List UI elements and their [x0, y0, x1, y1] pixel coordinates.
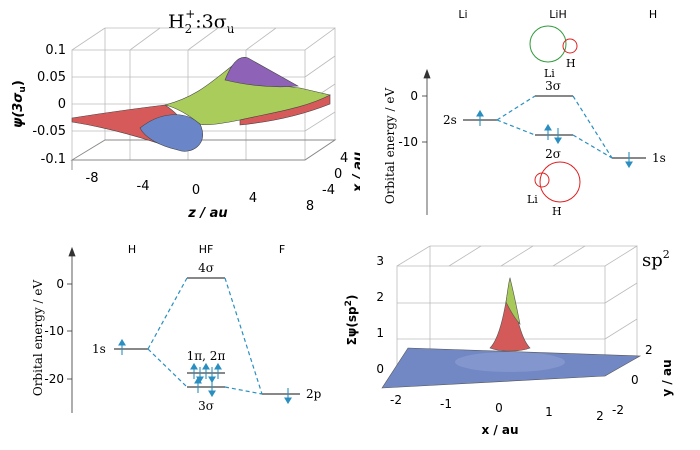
sp2-ylabel: Σψ(sp2) — [344, 295, 359, 346]
sp2-ztick: 1 — [376, 326, 384, 340]
lih-col-lih: LiH — [549, 8, 566, 21]
sp2-ztick: 0 — [376, 362, 384, 376]
h2-ytick: 0.05 — [37, 70, 66, 85]
h2-ytick: 0 — [58, 97, 66, 112]
h2-title: H2+:3σu — [168, 7, 235, 36]
hf-correlation-lines — [147, 277, 263, 395]
lih-orbital-top — [529, 25, 578, 63]
lih-correlation-lines — [496, 95, 613, 159]
sp2-xtick: 0 — [495, 401, 503, 415]
sp2-surface-svg: sp2 3 2 1 0 Σψ(sp2) -2 -1 0 1 2 x / au — [344, 245, 674, 437]
lih-label-3sigma: 3σ — [545, 79, 561, 93]
hf-col-f: F — [279, 243, 285, 256]
hf-label-2p: 2p — [306, 387, 322, 401]
lih-orbital-bottom — [534, 161, 581, 203]
sp2-zticks: 3 2 1 0 — [376, 254, 384, 376]
hf-ylabel: Orbital energy / eV — [31, 280, 45, 397]
hf-mo-svg: H HF F 0 -10 -20 Orbital energy / eV 1s — [31, 243, 322, 413]
h2-ztick: 8 — [306, 199, 314, 214]
hf-electrons — [118, 338, 292, 405]
hf-label-1s: 1s — [92, 342, 106, 356]
sp2-xtick: -1 — [440, 397, 452, 411]
lih-label-2s: 2s — [443, 113, 457, 127]
h2-ztick: -8 — [86, 171, 99, 186]
h2-zlabel: z / au — [187, 206, 227, 221]
h2-xtick: -4 — [322, 183, 335, 198]
sp2-peak-green — [505, 277, 521, 325]
h2-surface-panel: H2+:3σu 0.1 0.05 0 -0.0 — [0, 0, 366, 225]
h2-xticks: 4 0 -4 — [322, 151, 348, 198]
h2-ylabel: ψ(3σu) — [11, 80, 28, 128]
hf-mo-panel: H HF F 0 -10 -20 Orbital energy / eV 1s — [0, 228, 340, 446]
lih-orbital-bot-h: H — [552, 205, 562, 218]
h2-ztick: -4 — [137, 179, 150, 194]
h2-surface-svg: H2+:3σu 0.1 0.05 0 -0.0 — [11, 7, 366, 221]
hf-headers: H HF F — [128, 243, 285, 256]
sp2-ytick: -2 — [612, 403, 624, 417]
h2-xtick: 0 — [334, 167, 342, 182]
h2-surface-red-right — [239, 94, 331, 126]
lih-orbital-bot-li: Li — [527, 193, 538, 206]
h2-ytick: 0.1 — [45, 43, 66, 58]
h2-ztick: 0 — [192, 183, 200, 198]
hf-label-pi: 1π, 2π — [187, 349, 226, 363]
sp2-ytick: 2 — [645, 343, 653, 357]
h2-zticks: -8 -4 0 4 8 — [86, 171, 315, 214]
h2-ytick: -0.05 — [32, 124, 66, 139]
lih-headers: Li LiH H — [458, 8, 657, 21]
hf-ytick: -10 — [44, 324, 64, 338]
lih-col-li: Li — [458, 8, 467, 21]
h2-surface — [71, 57, 331, 152]
sp2-title: sp2 — [642, 248, 670, 271]
hf-label-4sigma: 4σ — [198, 261, 214, 275]
sp2-ztick: 2 — [376, 290, 384, 304]
lih-label-1s: 1s — [652, 151, 666, 165]
h2-yticks: 0.1 0.05 0 -0.05 -0.1 — [32, 43, 66, 167]
h2-surface-purple-lobe — [224, 57, 300, 88]
hf-col-h: H — [128, 243, 136, 256]
hf-col-hf: HF — [199, 243, 214, 256]
lih-col-h: H — [649, 8, 657, 21]
hf-label-3sigma: 3σ — [198, 399, 214, 413]
lih-axis — [422, 68, 431, 215]
sp2-xticks: -2 -1 0 1 2 — [390, 393, 604, 423]
sp2-halo — [455, 352, 565, 372]
lih-mo-panel: Li LiH H Li H 0 -10 Orbital energy / eV … — [380, 0, 700, 225]
lih-orbital-top-li: Li — [544, 67, 555, 80]
sp2-side-label: y / au — [660, 359, 674, 396]
hf-ytick: 0 — [56, 277, 64, 291]
sp2-xtick: 1 — [545, 405, 553, 419]
h2-xlabel: x / au — [351, 152, 360, 193]
lih-label-2sigma: 2σ — [545, 147, 561, 161]
sp2-yticks: 2 0 -2 — [612, 343, 653, 417]
hf-levels — [114, 277, 300, 395]
lih-ytick: 0 — [410, 89, 418, 103]
h2-surface-blue-lobe — [139, 114, 203, 152]
sp2-xlabel: x / au — [481, 423, 518, 437]
sp2-ztick: 3 — [376, 254, 384, 268]
h2-floor — [70, 139, 337, 170]
hf-axis — [67, 246, 76, 413]
sp2-ytick: 0 — [631, 373, 639, 387]
h2-ytick: -0.1 — [41, 152, 66, 167]
hf-ytick: -20 — [44, 372, 64, 386]
sp2-surface-panel: sp2 3 2 1 0 Σψ(sp2) -2 -1 0 1 2 x / au — [340, 228, 700, 446]
sp2-xtick: 2 — [596, 409, 604, 423]
lih-ytick: -10 — [398, 135, 418, 149]
lih-orbital-top-h: H — [566, 57, 576, 70]
h2-ztick: 4 — [249, 191, 257, 206]
sp2-xtick: -2 — [390, 393, 402, 407]
lih-mo-svg: Li LiH H Li H 0 -10 Orbital energy / eV … — [383, 8, 666, 218]
h2-xtick: 4 — [340, 151, 348, 166]
lih-electrons — [476, 109, 633, 169]
lih-ylabel: Orbital energy / eV — [383, 88, 397, 205]
